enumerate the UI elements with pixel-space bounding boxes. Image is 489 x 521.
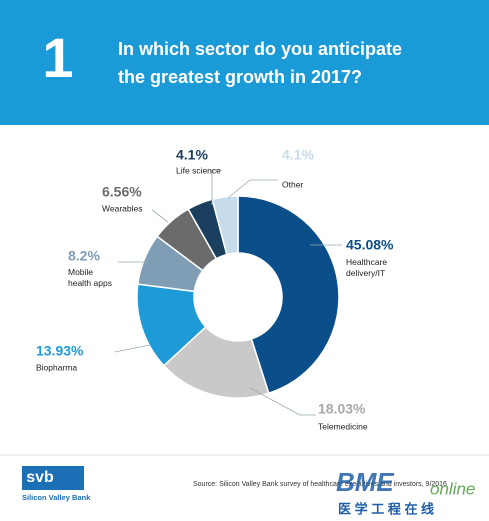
leader-line	[249, 387, 316, 416]
source-note: Source: Silicon Valley Bank survey of he…	[193, 481, 447, 488]
logo-name: Silicon Valley Bank	[22, 493, 91, 502]
watermark-suffix: online	[430, 479, 475, 498]
value-label: 4.1%	[282, 147, 314, 163]
category-label: Other	[282, 179, 303, 189]
category-label: Biopharma	[36, 362, 77, 372]
donut-slice	[211, 195, 239, 256]
watermark-chinese: 医 学 工 程 在 线	[338, 501, 434, 516]
leader-lines	[114, 169, 342, 416]
category-label: Wearables	[102, 203, 142, 213]
leader-line	[227, 179, 278, 199]
category-label: Mobile health apps	[68, 267, 112, 288]
value-label: 6.56%	[102, 184, 142, 200]
value-label: 18.03%	[318, 401, 366, 417]
leader-line	[151, 209, 169, 223]
category-label: Life science	[176, 165, 221, 175]
chart-title: In which sector do you anticipate the gre…	[118, 39, 402, 87]
value-label: 8.2%	[68, 248, 100, 264]
value-label: 45.08%	[346, 237, 394, 253]
category-label: Healthcare delivery/IT	[346, 257, 387, 278]
header-band	[0, 0, 489, 125]
logo-box	[22, 466, 84, 490]
leader-line	[114, 344, 151, 353]
question-number: 1	[42, 26, 73, 89]
category-label: Telemedicine	[318, 421, 368, 431]
logo-mark: svb	[26, 469, 54, 486]
donut	[136, 195, 340, 399]
leader-line	[211, 169, 222, 205]
value-label: 4.1%	[176, 147, 208, 163]
watermark-brand: BME	[336, 467, 394, 497]
value-label: 13.93%	[36, 343, 84, 359]
